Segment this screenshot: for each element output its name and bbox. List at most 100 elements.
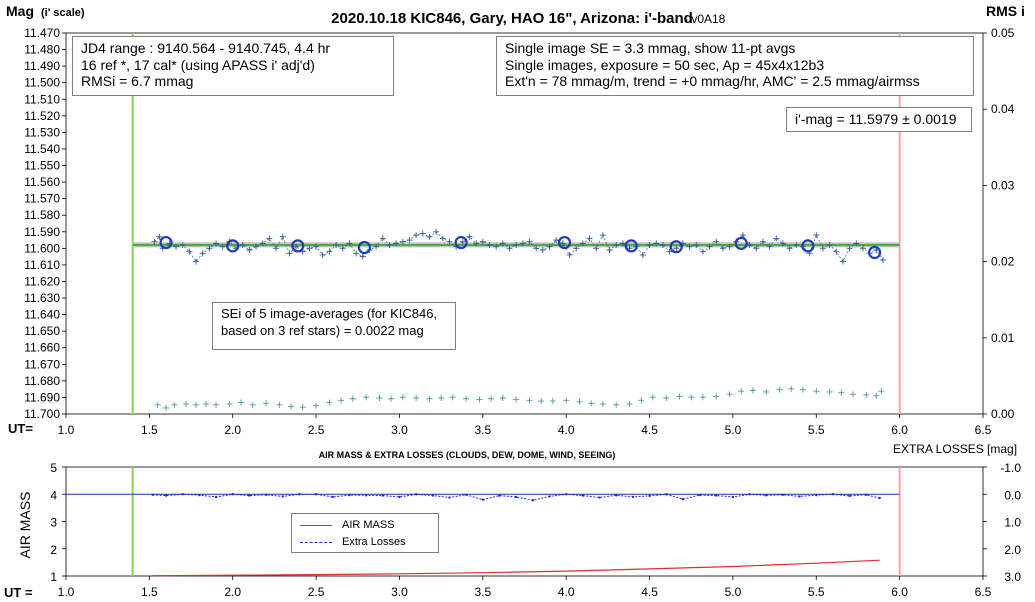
extra-losses-point <box>631 495 635 499</box>
single-image-point <box>826 242 833 249</box>
rms-point <box>488 395 495 402</box>
y-axis-label-sub: (i' scale) <box>41 7 85 19</box>
x-tick-label: 6.5 <box>975 423 992 437</box>
single-image-point <box>273 245 280 252</box>
rms-point <box>649 394 656 401</box>
bottom-x-tick-label: 1.5 <box>141 585 158 599</box>
single-image-point <box>659 242 666 249</box>
single-image-point <box>259 240 266 247</box>
single-image-point <box>539 247 546 254</box>
legend-air-mass-label: AIR MASS <box>342 519 395 531</box>
rms-point <box>878 388 885 395</box>
box4-line2: based on 3 ref stars) = 0.0022 mag <box>221 322 424 338</box>
single-image-point <box>399 238 406 245</box>
extra-losses-point <box>498 494 501 497</box>
bottom-x-tick-label: 5.5 <box>808 585 825 599</box>
extra-losses-point <box>865 493 868 496</box>
y-tick-label: 11.510 <box>24 92 60 106</box>
x-tick-label: 3.5 <box>474 423 491 437</box>
bottom-x-tick-label: 4.0 <box>558 585 575 599</box>
single-image-point <box>779 240 786 247</box>
single-image-point <box>506 245 513 252</box>
y-axis-label-bottom: AIR MASS <box>17 492 33 559</box>
single-image-point <box>339 245 346 252</box>
avg-marker <box>868 245 882 260</box>
single-image-point <box>473 240 480 247</box>
single-image-point <box>379 235 386 242</box>
extra-losses-point <box>198 493 201 497</box>
avg-marker <box>454 235 468 250</box>
x-tick-label: 4.0 <box>558 423 575 437</box>
single-image-point <box>566 251 573 258</box>
rms-point <box>338 397 345 404</box>
single-image-point <box>319 251 326 258</box>
x-tick-label: 1.0 <box>58 423 75 437</box>
extra-losses-point <box>581 494 585 497</box>
x-tick-label: 6.0 <box>891 423 908 437</box>
single-image-point <box>839 258 846 265</box>
x-tick-label: 5.0 <box>725 423 742 437</box>
rms-point <box>826 388 833 395</box>
rms-point <box>163 404 170 411</box>
y-axis-label: Mag <box>6 3 34 19</box>
rms-point <box>813 388 820 395</box>
rms-point <box>549 398 556 405</box>
single-image-point <box>759 238 766 245</box>
single-image-point <box>606 247 613 254</box>
single-image-point <box>819 245 826 252</box>
legend-air-mass-swatch <box>300 524 332 526</box>
single-image-point <box>293 243 300 250</box>
extra-losses-point <box>648 494 651 498</box>
rms-point <box>699 394 706 401</box>
box4-line1: SEi of 5 image-averages (for KIC846, <box>221 306 438 321</box>
single-image-point <box>859 245 866 252</box>
rms-point <box>213 401 220 408</box>
x-tick-label: 3.0 <box>391 423 408 437</box>
extra-losses-point <box>781 493 785 496</box>
extra-losses-point <box>181 493 184 496</box>
x-tick-label: 2.0 <box>224 423 241 437</box>
extra-losses-point <box>231 493 234 496</box>
y-tick-label: 11.610 <box>24 258 60 272</box>
legend-extra-losses-swatch <box>300 541 332 543</box>
rms-point <box>193 401 200 408</box>
bottom-x-tick-label: 6.0 <box>891 585 908 599</box>
extra-losses-point <box>298 493 301 496</box>
rms-point <box>154 401 161 408</box>
rms-point <box>299 404 306 411</box>
single-image-point <box>326 248 333 255</box>
single-image-point <box>406 237 413 244</box>
y-tick-label: 11.620 <box>24 274 60 288</box>
single-image-point <box>199 250 206 257</box>
rms-point <box>838 389 845 396</box>
single-image-point <box>439 235 446 242</box>
single-image-point <box>846 245 853 252</box>
y-tick-label: 11.660 <box>24 341 60 355</box>
imag-result-box: i'-mag = 11.5979 ± 0.0019 <box>786 107 972 132</box>
extra-losses-point <box>214 495 218 499</box>
y-tick-label: 11.580 <box>24 208 60 222</box>
legend-air-mass: AIR MASS <box>300 519 395 531</box>
box2-line1: Single image SE = 3.3 mmag, show 11-pt a… <box>505 40 796 56</box>
extra-losses-point <box>665 493 668 496</box>
single-image-point <box>499 240 506 247</box>
extra-losses-point <box>264 493 268 496</box>
air-mass-tick-label: 5 <box>50 461 57 475</box>
avg-marker <box>159 235 173 250</box>
y-tick-label: 11.500 <box>24 76 60 90</box>
rms-point <box>426 395 433 402</box>
extra-losses-point <box>514 495 518 499</box>
air-mass-tick-label: 4 <box>50 488 57 502</box>
single-image-point <box>246 247 253 254</box>
extra-losses-point <box>748 493 751 496</box>
extra-losses-point <box>878 496 881 500</box>
right-axis-label-bottom: EXTRA LOSSES [mag] <box>893 442 1017 456</box>
avg-marker <box>624 239 638 253</box>
single-image-point <box>773 235 780 242</box>
single-image-point <box>286 250 293 257</box>
y-tick-label: 11.480 <box>24 43 60 57</box>
rms-point <box>688 394 695 401</box>
single-image-point <box>533 245 540 252</box>
rms-point <box>476 396 483 403</box>
rms-point <box>663 394 670 401</box>
